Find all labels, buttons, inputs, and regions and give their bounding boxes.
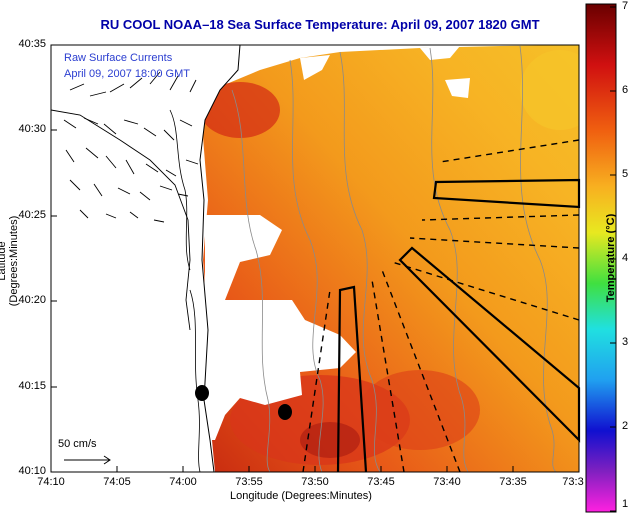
map-title: RU COOL NOAA–18 Sea Surface Temperature:… — [100, 17, 540, 32]
axis-ticks — [50, 44, 580, 473]
legend-line-2: April 09, 2007 18:00 GMT — [64, 68, 190, 80]
x-tick-label: 73:50 — [301, 476, 329, 488]
x-tick-label: 74:00 — [169, 476, 197, 488]
y-axis-label: Latitude (Degrees:Minutes) — [0, 215, 20, 307]
scale-arrow — [64, 455, 111, 465]
colorbar-tick-label: 1 — [622, 498, 629, 510]
y-tick-label: 40:25 — [18, 209, 46, 221]
x-tick-label: 73:35 — [499, 476, 527, 488]
colorbar-tick-label: 6 — [622, 84, 629, 96]
station-marker — [278, 404, 292, 420]
station-marker — [195, 385, 209, 401]
colorbar-label: Temperature (°C) — [605, 213, 617, 303]
current-vectors — [63, 71, 199, 223]
y-tick-label: 40:30 — [18, 123, 46, 135]
x-tick-label: 73:3 — [562, 476, 584, 488]
x-tick-label: 74:10 — [37, 476, 65, 488]
colorbar-ticks — [610, 6, 616, 512]
colorbar-tick-label: 5 — [622, 168, 629, 180]
y-tick-label: 40:10 — [18, 465, 46, 477]
colorbar-tick-label: 2 — [622, 420, 629, 432]
land — [51, 45, 241, 472]
colorbar-tick-label: 7 — [622, 0, 629, 12]
y-tick-label: 40:20 — [18, 294, 46, 306]
scale-label: 50 cm/s — [58, 438, 97, 450]
colorbar-tick-label: 3 — [622, 336, 629, 348]
x-tick-label: 74:05 — [103, 476, 131, 488]
x-axis-label: Longitude (Degrees:Minutes) — [230, 490, 372, 502]
legend-line-1: Raw Surface Currents — [64, 52, 173, 64]
x-tick-label: 73:40 — [433, 476, 461, 488]
x-tick-label: 73:45 — [367, 476, 395, 488]
x-tick-label: 73:55 — [235, 476, 263, 488]
transect-lines — [302, 139, 580, 473]
y-tick-label: 40:15 — [18, 380, 46, 392]
y-tick-label: 40:35 — [18, 38, 46, 50]
colorbar-tick-label: 4 — [622, 252, 629, 264]
